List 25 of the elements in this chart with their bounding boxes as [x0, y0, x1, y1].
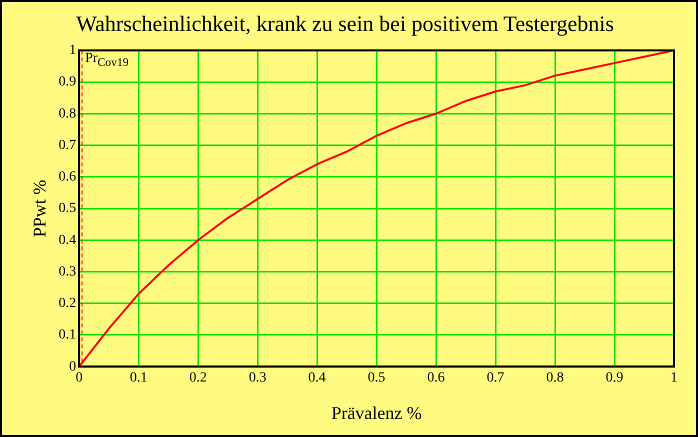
x-tick-label: 0.3 — [248, 370, 266, 386]
x-tick-label: 0.5 — [368, 370, 386, 386]
y-axis-title: PPwt % — [30, 180, 50, 238]
y-tick-label: 0.1 — [58, 328, 76, 343]
y-tick-label: 0.5 — [58, 201, 76, 216]
y-tick-label: 0.8 — [58, 106, 76, 122]
y-tick-label: 0.9 — [58, 74, 76, 90]
chart-title: Wahrscheinlichkeit, krank zu sein bei positivem Testergebnis — [76, 10, 614, 36]
y-tick-label: 0.6 — [58, 170, 76, 185]
y-tick-label: 0.3 — [58, 264, 76, 280]
x-tick-label: 0.7 — [486, 370, 504, 386]
x-tick-label: 0.4 — [308, 370, 326, 386]
x-tick-label: 1 — [670, 370, 678, 386]
x-tick-label: 0.2 — [189, 370, 207, 386]
ref-line-label: Pr$_{Cov19}$ — [85, 51, 129, 70]
x-tick-label: 0.6 — [427, 370, 445, 386]
y-tick-label: 0.2 — [58, 296, 76, 312]
x-tick-label: 0.8 — [546, 370, 564, 386]
y-tick-label: 1 — [69, 43, 76, 58]
y-tick-label: 0.7 — [58, 138, 76, 153]
y-tick-label: 0.4 — [58, 232, 76, 248]
x-tick-label: 0.1 — [130, 370, 148, 386]
y-tick-label: 0 — [69, 359, 76, 374]
x-tick-label: 0.9 — [606, 370, 624, 386]
x-axis-title: Prävalenz % — [331, 402, 422, 423]
